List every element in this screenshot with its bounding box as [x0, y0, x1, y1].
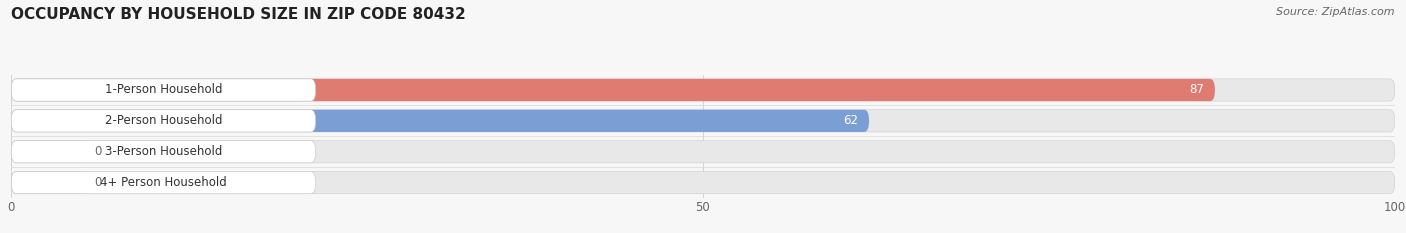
Text: 87: 87: [1189, 83, 1204, 96]
Text: 62: 62: [844, 114, 858, 127]
FancyBboxPatch shape: [11, 171, 1395, 194]
FancyBboxPatch shape: [11, 171, 315, 194]
FancyBboxPatch shape: [11, 141, 315, 163]
FancyBboxPatch shape: [11, 79, 315, 101]
Text: 2-Person Household: 2-Person Household: [104, 114, 222, 127]
Text: 3-Person Household: 3-Person Household: [104, 145, 222, 158]
FancyBboxPatch shape: [11, 110, 869, 132]
Text: 0: 0: [94, 176, 101, 189]
Text: 1-Person Household: 1-Person Household: [104, 83, 222, 96]
FancyBboxPatch shape: [11, 79, 1395, 101]
FancyBboxPatch shape: [11, 110, 315, 132]
Text: 4+ Person Household: 4+ Person Household: [100, 176, 226, 189]
FancyBboxPatch shape: [11, 141, 87, 163]
FancyBboxPatch shape: [11, 79, 1215, 101]
Text: Source: ZipAtlas.com: Source: ZipAtlas.com: [1277, 7, 1395, 17]
FancyBboxPatch shape: [11, 171, 87, 194]
FancyBboxPatch shape: [11, 141, 1395, 163]
FancyBboxPatch shape: [11, 110, 1395, 132]
Text: 0: 0: [94, 145, 101, 158]
Text: OCCUPANCY BY HOUSEHOLD SIZE IN ZIP CODE 80432: OCCUPANCY BY HOUSEHOLD SIZE IN ZIP CODE …: [11, 7, 465, 22]
